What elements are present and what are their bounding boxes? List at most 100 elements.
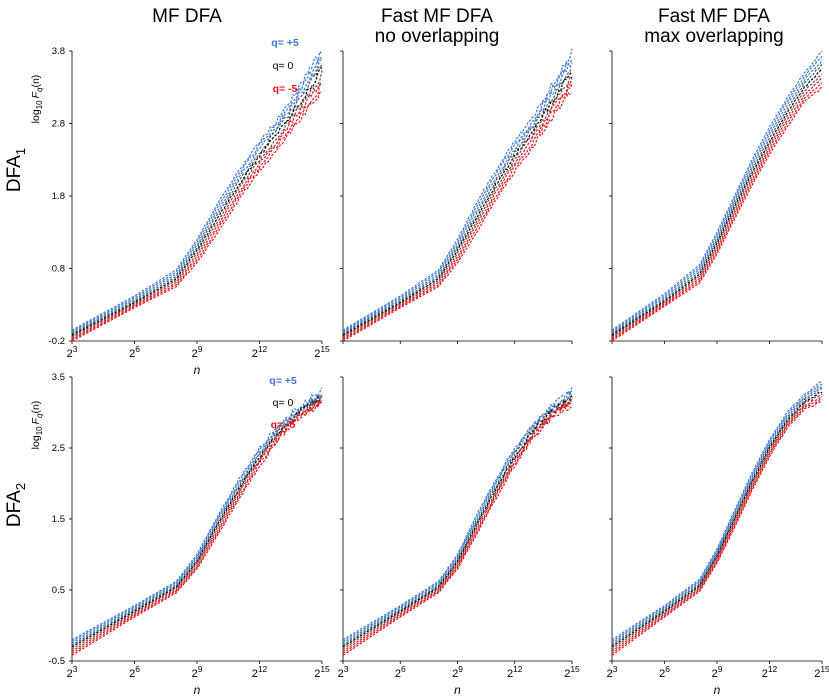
column-title-3: Fast MF DFA — [658, 6, 770, 27]
x-tick-label: 215 — [314, 664, 330, 680]
x-tick-label: 23 — [607, 664, 618, 680]
series-line — [611, 383, 823, 642]
x-tick-exponent: 6 — [401, 664, 406, 674]
series-line — [71, 49, 323, 331]
series-line — [342, 75, 573, 339]
series-line — [71, 395, 323, 646]
series-line — [611, 385, 823, 644]
x-tick-exponent: 12 — [258, 664, 268, 674]
x-tick-base: 2 — [607, 668, 613, 680]
x-tick-base: 2 — [395, 668, 401, 680]
row-label-dfa1-main: DFA — [4, 155, 25, 192]
series-line — [342, 91, 573, 342]
series-line — [71, 59, 323, 334]
series-line — [611, 86, 823, 342]
legend-label: q= 0 — [273, 60, 294, 72]
x-tick-exponent: 9 — [458, 664, 463, 674]
series-line — [342, 67, 573, 335]
y-label-suffix: (n) — [30, 401, 42, 414]
series-line — [342, 398, 573, 650]
y-tick-label: -0.5 — [49, 656, 65, 667]
series-line — [611, 55, 823, 332]
x-tick-base: 2 — [67, 668, 73, 680]
x-tick-exponent: 12 — [768, 664, 778, 674]
x-tick-exponent: 15 — [820, 664, 829, 674]
chart-panel-3 — [609, 50, 823, 344]
series-line — [342, 403, 573, 656]
series-line — [342, 390, 573, 644]
x-tick-label: 26 — [129, 664, 140, 680]
row-label-dfa1: DFA1 — [4, 148, 28, 192]
x-tick-base: 2 — [507, 668, 513, 680]
series-line — [71, 397, 323, 652]
legend-label: q= +5 — [269, 375, 297, 387]
y-tick-label: 0.8 — [52, 264, 65, 275]
x-tick-label: 23 — [67, 344, 78, 360]
series-line — [71, 395, 323, 648]
y-label-sub: 10 — [35, 100, 44, 109]
series-line — [71, 84, 323, 341]
y-tick-label: 2.8 — [52, 119, 65, 130]
series-line — [71, 399, 323, 650]
x-tick-exponent: 15 — [570, 664, 580, 674]
x-axis-label: n — [714, 683, 721, 697]
y-axis-label: log10 Fq(n) — [30, 401, 44, 450]
series-line — [611, 63, 823, 335]
y-axis-label: log10 Fq(n) — [30, 75, 44, 124]
series-line — [71, 63, 323, 335]
series-line — [611, 82, 823, 341]
y-label-prefix: log — [30, 109, 42, 123]
legend-label: q= 0 — [273, 397, 294, 409]
x-tick-label: 29 — [452, 664, 463, 680]
x-tick-label: 23 — [67, 664, 78, 680]
x-tick-label: 212 — [252, 664, 268, 680]
row-label-dfa2-sub: 2 — [13, 483, 28, 490]
x-tick-base: 2 — [129, 668, 135, 680]
x-tick-label: 215 — [814, 664, 829, 680]
x-tick-exponent: 3 — [73, 664, 78, 674]
series-line — [342, 71, 573, 336]
x-tick-base: 2 — [129, 348, 135, 360]
x-axis-label: n — [454, 683, 461, 697]
series-line — [342, 395, 573, 648]
y-tick-label: 1.5 — [52, 514, 65, 525]
x-tick-label: 23 — [338, 664, 349, 680]
x-tick-label: 29 — [712, 664, 723, 680]
series-line — [71, 392, 323, 643]
y-tick-label: -0.2 — [49, 336, 65, 347]
x-tick-exponent: 6 — [135, 344, 140, 354]
x-tick-exponent: 12 — [258, 344, 268, 354]
y-tick-label: 3.8 — [52, 46, 65, 57]
series-line — [342, 83, 573, 341]
x-tick-exponent: 6 — [665, 664, 670, 674]
x-tick-exponent: 3 — [344, 664, 349, 674]
series-line — [342, 62, 573, 334]
row-label-dfa2: DFA2 — [4, 483, 28, 527]
column-title-3-subtitle: max overlapping — [644, 26, 783, 47]
x-tick-exponent: 15 — [320, 344, 330, 354]
y-tick-label: 1.8 — [52, 191, 65, 202]
series-line — [342, 402, 573, 654]
x-tick-label: 212 — [507, 664, 523, 680]
x-tick-base: 2 — [252, 348, 258, 360]
x-tick-exponent: 3 — [73, 344, 78, 354]
series-line — [611, 393, 823, 650]
series-line — [71, 401, 323, 656]
panels: -0.20.81.82.83.823 26 29 212 215nlog10Fq(n)q… — [30, 37, 829, 697]
y-label-italic: F — [30, 417, 42, 424]
x-tick-label: 29 — [192, 344, 203, 360]
x-tick-exponent: 9 — [198, 664, 203, 674]
x-axis-label: n — [194, 363, 201, 377]
x-tick-label: 215 — [564, 664, 580, 680]
row-label-dfa2-main: DFA — [4, 490, 25, 527]
x-tick-exponent: 3 — [613, 664, 618, 674]
x-tick-base: 2 — [67, 348, 73, 360]
legend-label: q= -5 — [271, 419, 296, 431]
x-tick-label: 26 — [395, 664, 406, 680]
series-line — [342, 387, 573, 641]
row-label-dfa1-sub: 1 — [13, 148, 28, 155]
series-line — [611, 387, 823, 646]
